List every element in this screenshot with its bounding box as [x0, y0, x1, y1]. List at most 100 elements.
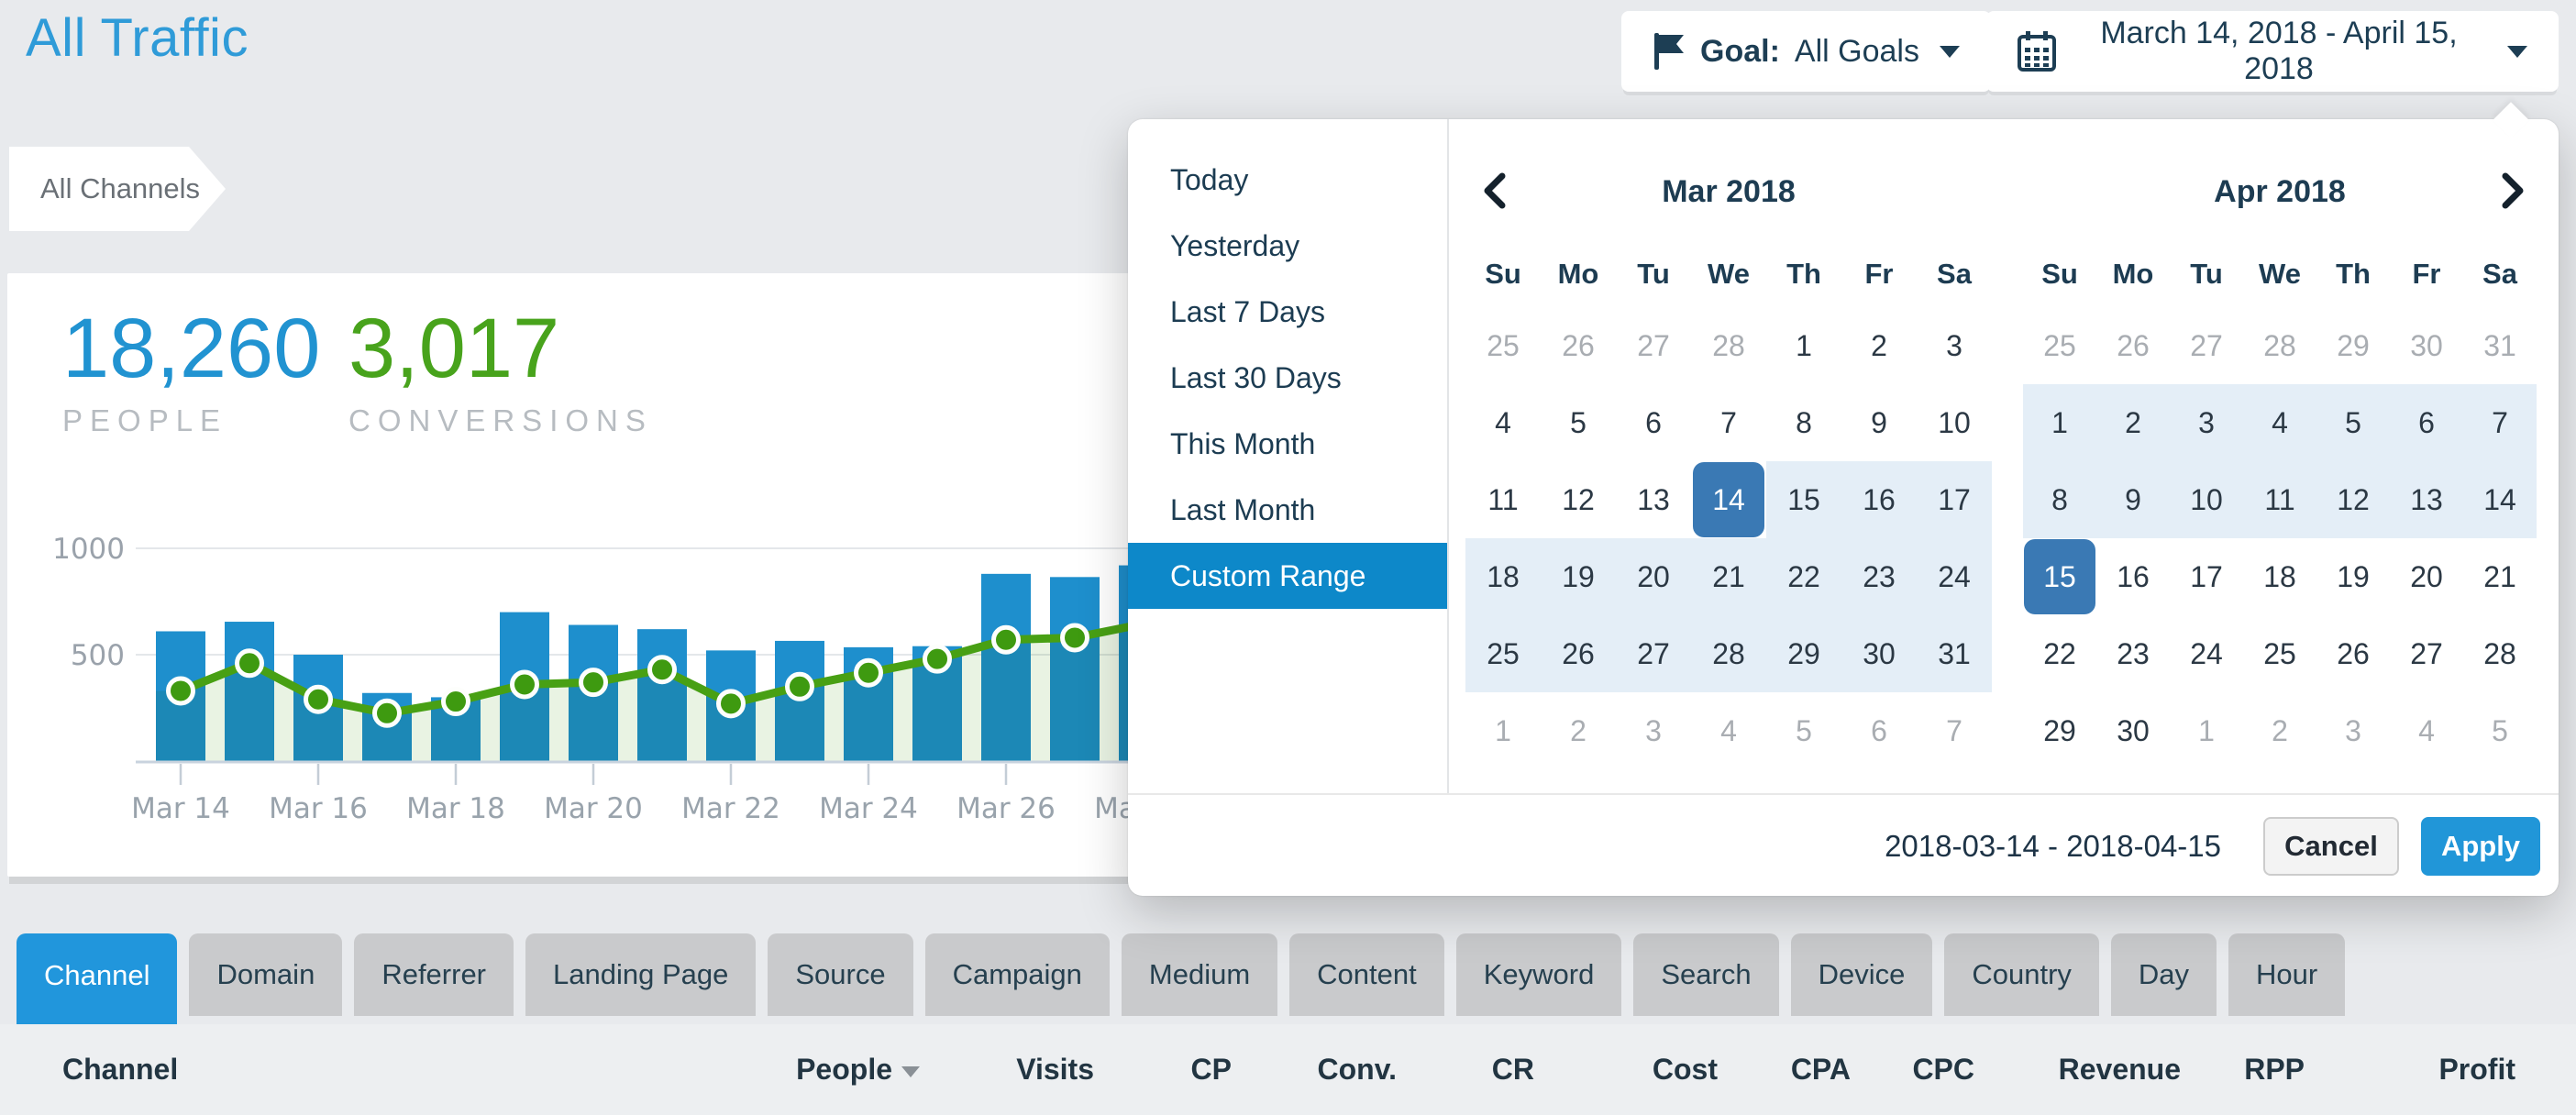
tab-device[interactable]: Device [1790, 933, 1933, 1016]
tab-channel[interactable]: Channel [17, 933, 178, 1024]
column-header-channel[interactable]: Channel [62, 1053, 691, 1087]
calendar-day[interactable]: 1 [2023, 384, 2096, 461]
tab-campaign[interactable]: Campaign [924, 933, 1110, 1016]
next-month-button[interactable] [2491, 169, 2537, 215]
calendar-day[interactable]: 5 [1796, 713, 1812, 747]
preset-item-this-month[interactable]: This Month [1170, 427, 1316, 460]
calendar-day[interactable]: 17 [2190, 559, 2223, 593]
calendar-day[interactable]: 13 [1637, 482, 1670, 516]
line-marker-mar-14[interactable] [166, 676, 195, 706]
calendar-day[interactable]: 5 [2492, 713, 2508, 747]
calendar-day[interactable]: 6 [1645, 405, 1662, 439]
column-header-profit[interactable]: Profit [2305, 1053, 2515, 1087]
preset-item-last-30-days[interactable]: Last 30 Days [1170, 361, 1342, 394]
calendar-day[interactable]: 19 [2337, 559, 2370, 593]
calendar-day[interactable]: 11 [1487, 482, 1519, 516]
calendar-day[interactable]: 29 [2337, 328, 2370, 362]
calendar-day[interactable]: 31 [2483, 328, 2516, 362]
calendar-day[interactable]: 29 [2043, 713, 2076, 747]
calendar-day[interactable]: 25 [2263, 636, 2296, 670]
calendar-day[interactable]: 11 [2243, 461, 2316, 538]
goal-selector-button[interactable]: Goal: All Goals [1621, 11, 1991, 92]
preset-item-custom-range[interactable]: Custom Range [1128, 543, 1447, 609]
tab-source[interactable]: Source [768, 933, 913, 1016]
calendar-day[interactable]: 3 [2170, 384, 2243, 461]
preset-item-last-month[interactable]: Last Month [1170, 493, 1316, 526]
calendar-day[interactable]: 20 [2410, 559, 2443, 593]
calendar-day[interactable]: 3 [1645, 713, 1662, 747]
column-header-conv-[interactable]: Conv. [1232, 1053, 1397, 1087]
line-marker-mar-18[interactable] [441, 687, 470, 717]
calendar-day[interactable]: 1 [2198, 713, 2215, 747]
line-marker-mar-21[interactable] [647, 655, 677, 685]
calendar-day[interactable]: 4 [1720, 713, 1737, 747]
calendar-day[interactable]: 28 [2483, 636, 2516, 670]
calendar-day[interactable]: 24 [1917, 538, 1992, 615]
calendar-day[interactable]: 3 [1946, 328, 1962, 362]
calendar-day[interactable]: 8 [2023, 461, 2096, 538]
line-marker-mar-26[interactable] [991, 624, 1021, 655]
column-header-cpa[interactable]: CPA [1718, 1053, 1851, 1087]
tab-search[interactable]: Search [1633, 933, 1779, 1016]
preset-item-today[interactable]: Today [1170, 163, 1249, 196]
date-range-button[interactable]: March 14, 2018 - April 15, 2018 [1986, 11, 2559, 92]
line-marker-mar-23[interactable] [785, 671, 814, 701]
calendar-day[interactable]: 14 [1691, 461, 1766, 538]
calendar-day[interactable]: 7 [1720, 405, 1737, 439]
calendar-day[interactable]: 15 [1766, 461, 1841, 538]
tab-keyword[interactable]: Keyword [1455, 933, 1622, 1016]
calendar-day[interactable]: 27 [1637, 328, 1670, 362]
calendar-day[interactable]: 26 [2117, 328, 2150, 362]
calendar-day[interactable]: 21 [2483, 559, 2516, 593]
calendar-day[interactable]: 26 [1541, 615, 1616, 692]
column-header-cpc[interactable]: CPC [1851, 1053, 1974, 1087]
calendar-day[interactable]: 13 [2390, 461, 2463, 538]
tab-hour[interactable]: Hour [2228, 933, 2346, 1016]
calendar-day[interactable]: 1 [1796, 328, 1812, 362]
calendar-day[interactable]: 30 [2410, 328, 2443, 362]
calendar-day[interactable]: 6 [1871, 713, 1887, 747]
calendar-day[interactable]: 10 [1938, 405, 1971, 439]
calendar-day[interactable]: 18 [2263, 559, 2296, 593]
calendar-day[interactable]: 30 [1841, 615, 1917, 692]
preset-item-yesterday[interactable]: Yesterday [1170, 229, 1300, 262]
tab-domain[interactable]: Domain [189, 933, 343, 1016]
column-header-people[interactable]: People [691, 1053, 920, 1087]
calendar-day[interactable]: 27 [1616, 615, 1691, 692]
calendar-day[interactable]: 8 [1796, 405, 1812, 439]
calendar-day[interactable]: 27 [2410, 636, 2443, 670]
line-marker-mar-27[interactable] [1060, 623, 1089, 653]
calendar-day[interactable]: 31 [1917, 615, 1992, 692]
calendar-day[interactable]: 17 [1917, 461, 1992, 538]
calendar-day[interactable]: 28 [1691, 615, 1766, 692]
column-header-cr[interactable]: CR [1397, 1053, 1534, 1087]
calendar-day[interactable]: 2 [1570, 713, 1587, 747]
column-header-cp[interactable]: CP [1094, 1053, 1232, 1087]
calendar-day[interactable]: 20 [1616, 538, 1691, 615]
calendar-day[interactable]: 18 [1465, 538, 1541, 615]
calendar-day[interactable]: 7 [2463, 384, 2537, 461]
selected-day[interactable]: 14 [1693, 462, 1764, 537]
calendar-day[interactable]: 27 [2190, 328, 2223, 362]
calendar-day[interactable]: 4 [2243, 384, 2316, 461]
calendar-day[interactable]: 1 [1495, 713, 1511, 747]
preset-item-last-7-days[interactable]: Last 7 Days [1170, 295, 1325, 328]
calendar-day[interactable]: 25 [1487, 328, 1520, 362]
calendar-day[interactable]: 29 [1766, 615, 1841, 692]
line-marker-mar-17[interactable] [372, 698, 402, 728]
tab-day[interactable]: Day [2110, 933, 2217, 1016]
line-marker-mar-24[interactable] [854, 657, 883, 688]
cancel-button[interactable]: Cancel [2263, 817, 2399, 876]
selected-day[interactable]: 15 [2024, 539, 2095, 614]
line-marker-mar-15[interactable] [235, 648, 264, 679]
apply-button[interactable]: Apply [2421, 817, 2540, 876]
calendar-day[interactable]: 3 [2345, 713, 2361, 747]
line-marker-mar-19[interactable] [510, 669, 539, 700]
column-header-cost[interactable]: Cost [1534, 1053, 1718, 1087]
calendar-day[interactable]: 14 [2463, 461, 2537, 538]
calendar-day[interactable]: 12 [1562, 482, 1595, 516]
line-marker-mar-22[interactable] [716, 689, 746, 719]
calendar-day[interactable]: 9 [1871, 405, 1887, 439]
calendar-day[interactable]: 23 [1841, 538, 1917, 615]
calendar-day[interactable]: 28 [2263, 328, 2296, 362]
